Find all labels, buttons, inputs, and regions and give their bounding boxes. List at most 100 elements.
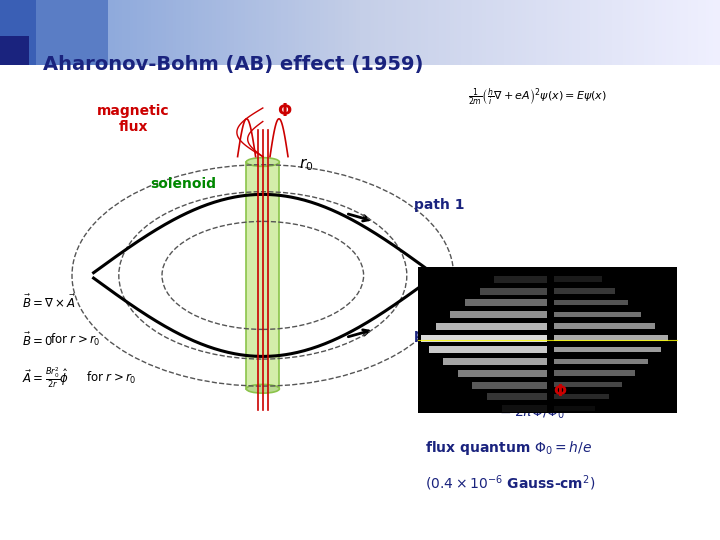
Bar	[508, 0, 512, 65]
Bar	[551, 0, 555, 65]
Bar	[691, 0, 696, 65]
Bar	[187, 0, 192, 65]
Bar	[637, 0, 642, 65]
Bar	[554, 406, 595, 411]
Bar	[72, 0, 76, 65]
Bar	[270, 0, 274, 65]
Bar	[490, 0, 494, 65]
Bar	[263, 0, 267, 65]
Text: $\frac{1}{2m}\left(\frac{h}{i}\nabla + eA\right)^2 \psi(x) = E\psi(x)$: $\frac{1}{2m}\left(\frac{h}{i}\nabla + e…	[468, 86, 607, 108]
Bar	[554, 300, 629, 305]
Bar	[302, 0, 307, 65]
Bar	[227, 0, 231, 65]
Bar	[590, 0, 595, 65]
Bar	[536, 0, 541, 65]
Bar	[47, 0, 51, 65]
Bar	[76, 0, 80, 65]
Bar	[612, 0, 616, 65]
Text: $(0.4\times10^{-6}$ Gauss-cm$^2)$: $(0.4\times10^{-6}$ Gauss-cm$^2)$	[425, 474, 595, 493]
Bar	[184, 0, 188, 65]
Bar	[443, 0, 447, 65]
Bar	[295, 0, 300, 65]
Bar	[486, 0, 490, 65]
Bar	[266, 0, 271, 65]
Bar	[364, 0, 368, 65]
Bar	[468, 0, 472, 65]
Bar	[554, 276, 602, 282]
Bar	[652, 0, 656, 65]
Bar	[702, 0, 706, 65]
Bar	[572, 0, 577, 65]
Bar	[83, 0, 87, 65]
Bar	[425, 0, 429, 65]
Bar	[4, 0, 8, 65]
Bar	[626, 0, 631, 65]
Bar	[115, 0, 120, 65]
Bar	[50, 0, 55, 65]
Bar	[472, 0, 476, 65]
Text: Phase shift = $\frac{e}{h}\oint \vec{A}\cdot d\vec{x}$: Phase shift = $\frac{e}{h}\oint \vec{A}\…	[425, 368, 590, 393]
Bar	[432, 0, 436, 65]
Bar	[155, 0, 159, 65]
Bar	[451, 311, 547, 318]
Bar	[475, 0, 480, 65]
Bar	[554, 335, 667, 341]
Bar	[673, 0, 678, 65]
Bar	[180, 0, 184, 65]
Bar	[709, 0, 714, 65]
Bar	[32, 0, 37, 65]
Text: for $r > r_0$: for $r > r_0$	[86, 370, 137, 386]
Bar	[130, 0, 134, 65]
Bar	[418, 267, 677, 413]
Text: $\vec{B} = 0$: $\vec{B} = 0$	[22, 332, 53, 349]
Bar	[680, 0, 685, 65]
Bar	[594, 0, 598, 65]
Bar	[220, 0, 224, 65]
Bar	[79, 0, 84, 65]
Bar	[292, 0, 296, 65]
Bar	[554, 288, 615, 294]
Bar	[7, 0, 12, 65]
Bar	[608, 0, 613, 65]
Bar	[583, 0, 588, 65]
Bar	[713, 0, 717, 65]
Bar	[504, 0, 508, 65]
Bar	[94, 0, 98, 65]
Bar	[216, 0, 220, 65]
Bar	[619, 0, 624, 65]
Bar	[698, 0, 703, 65]
Text: Φ: Φ	[277, 102, 292, 120]
Bar	[554, 347, 661, 352]
Bar	[533, 0, 537, 65]
Bar	[465, 299, 547, 306]
Bar	[248, 0, 253, 65]
Bar	[472, 382, 547, 389]
Text: magnetic
flux: magnetic flux	[97, 104, 169, 134]
Bar	[90, 0, 94, 65]
Bar	[29, 0, 33, 65]
Bar	[529, 0, 534, 65]
Bar	[670, 0, 674, 65]
Bar	[569, 0, 573, 65]
Bar	[245, 0, 249, 65]
Bar	[119, 0, 123, 65]
Bar	[554, 382, 622, 388]
Bar	[464, 0, 469, 65]
Bar	[202, 0, 206, 65]
Bar	[140, 0, 145, 65]
Bar	[281, 0, 285, 65]
Bar	[0, 0, 4, 65]
Bar	[580, 0, 584, 65]
Bar	[241, 0, 246, 65]
Bar	[54, 0, 58, 65]
Bar	[659, 0, 663, 65]
Bar	[562, 0, 566, 65]
Text: $= 2\pi\Phi/\Phi_0$: $= 2\pi\Phi/\Phi_0$	[497, 405, 565, 421]
Bar	[421, 335, 547, 342]
Bar	[428, 346, 547, 353]
Bar	[223, 0, 228, 65]
Bar	[623, 0, 627, 65]
Bar	[97, 0, 102, 65]
Bar	[518, 0, 523, 65]
Bar	[444, 358, 547, 365]
